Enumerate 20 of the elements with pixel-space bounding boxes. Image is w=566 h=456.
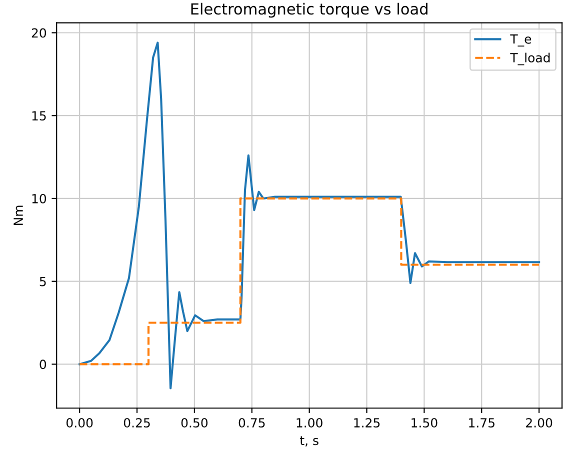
x-tick-label: 2.00 — [526, 418, 552, 428]
y-axis-title: Nm — [14, 206, 23, 225]
y-tick-label: 20 — [32, 28, 46, 38]
x-tick-label: 0.00 — [66, 418, 93, 428]
x-tick-label: 1.25 — [354, 418, 380, 428]
line-series — [78, 197, 540, 366]
x-tick-label: 1.50 — [412, 418, 438, 428]
x-axis-title: t, s — [300, 436, 318, 446]
y-tick-label: 15 — [32, 111, 46, 121]
x-tick-label: 0.25 — [124, 418, 150, 428]
y-tick-label: 5 — [40, 276, 46, 286]
x-tick-label: 0.75 — [238, 418, 265, 428]
x-tick-label: 0.50 — [181, 418, 208, 428]
x-tick-label: 1.00 — [296, 418, 322, 428]
legend-label: T_e — [510, 34, 532, 46]
x-tick-label: 1.75 — [469, 418, 494, 428]
y-tick-label: 10 — [32, 194, 46, 204]
legend-label: T_load — [510, 52, 550, 66]
y-tick-label: 0 — [40, 360, 46, 370]
chart-title: Electromagnetic torque vs load — [191, 2, 428, 18]
